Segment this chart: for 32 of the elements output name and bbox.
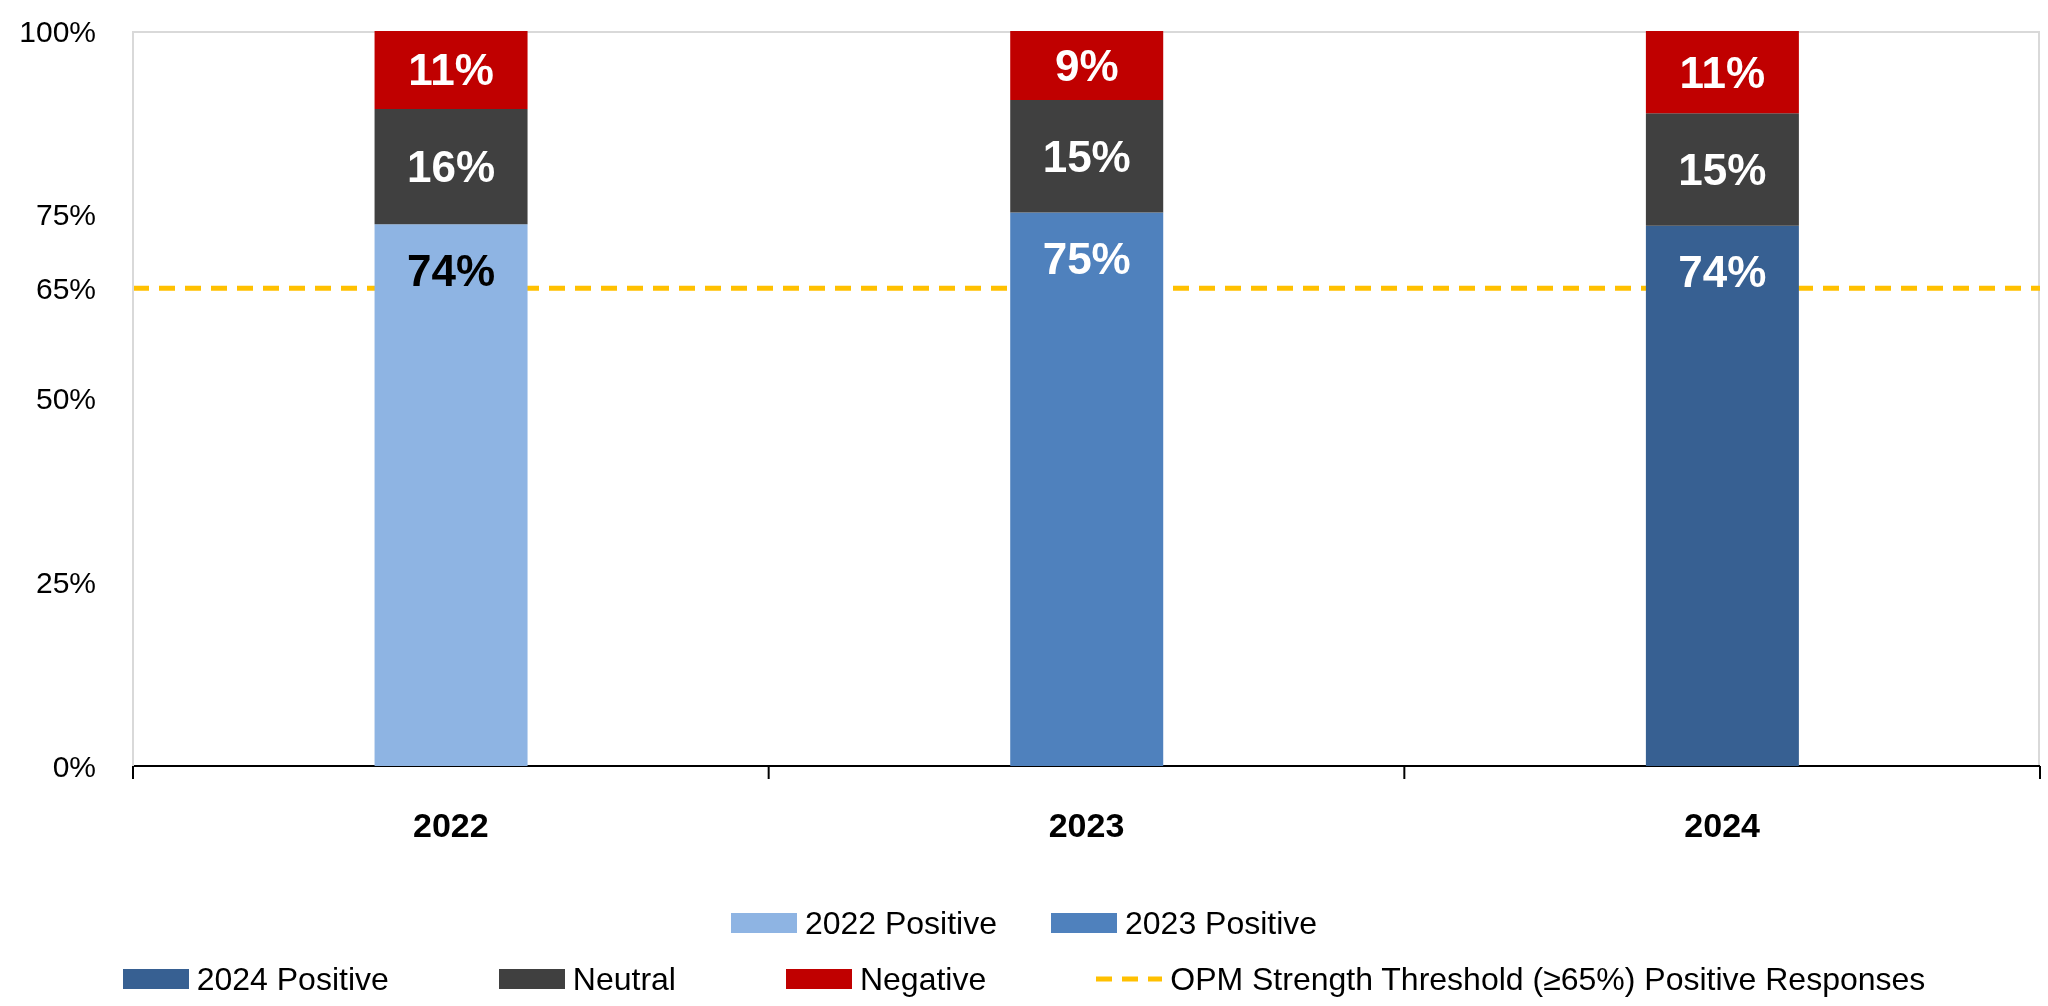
x-tick-label: 2022 xyxy=(413,806,489,844)
y-tick-label: 50% xyxy=(35,382,96,416)
data-label: 74% xyxy=(1678,247,1767,297)
bar xyxy=(1010,100,1164,213)
data-label: 11% xyxy=(408,45,494,95)
y-tick-label: 100% xyxy=(19,14,96,48)
data-label: 74% xyxy=(407,245,496,295)
legend-label: Negative xyxy=(859,961,987,997)
bar xyxy=(1010,212,1164,766)
bar xyxy=(1010,31,1164,101)
legend-label: Neutral xyxy=(572,961,676,997)
x-tick-label: 2023 xyxy=(1048,806,1125,844)
data-label: 16% xyxy=(407,142,496,192)
data-label: 75% xyxy=(1042,234,1131,284)
x-tick-label: 2024 xyxy=(1684,806,1761,844)
y-tick-label: 75% xyxy=(35,198,96,232)
y-tick-label: 25% xyxy=(35,565,96,599)
data-label: 11% xyxy=(1679,47,1766,97)
legend-label: 2023 Positive xyxy=(1125,905,1318,941)
legend-label: 2022 Positive xyxy=(804,905,997,941)
bar xyxy=(1645,225,1799,766)
legend-label: OPM Strength Threshold (≥65%) Positive Responses xyxy=(1170,961,1926,997)
bar xyxy=(1645,113,1799,226)
data-label: 15% xyxy=(1042,131,1131,181)
bar xyxy=(374,224,528,766)
bar xyxy=(374,108,528,225)
data-label: 15% xyxy=(1678,145,1767,195)
legend-label: 2024 Positive xyxy=(196,961,389,997)
bar xyxy=(1645,31,1799,114)
data-label: 9% xyxy=(1054,41,1119,91)
y-tick-label: 0% xyxy=(52,749,96,783)
y-tick-label: 65% xyxy=(35,271,96,305)
